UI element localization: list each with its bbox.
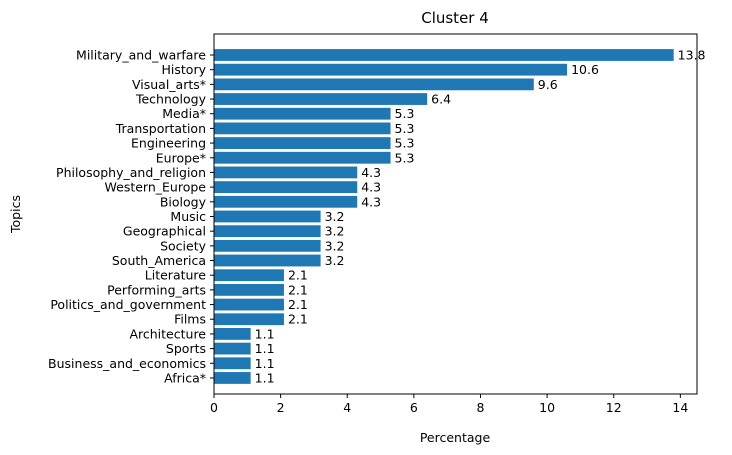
value-label: 5.3: [395, 121, 415, 136]
value-label: 3.2: [325, 238, 345, 253]
x-axis-ticks: 0 2 4 6 8 10 12 14: [210, 394, 688, 415]
category-label: Architecture: [129, 326, 206, 341]
bar: [214, 195, 358, 208]
bar: [214, 181, 358, 194]
category-label: Geographical: [123, 224, 206, 239]
value-label: 5.3: [395, 106, 415, 121]
bar: [214, 49, 674, 61]
value-label: 4.3: [361, 194, 381, 209]
bar: [214, 328, 251, 340]
value-label: 5.3: [395, 136, 415, 151]
x-tick-label: 10: [539, 400, 555, 415]
bar: [214, 78, 534, 91]
bar: [214, 254, 321, 267]
value-label: 13.8: [678, 48, 706, 63]
value-label: 1.1: [255, 370, 275, 385]
bar: [214, 239, 321, 252]
category-label: Africa*: [164, 370, 206, 385]
category-label: Technology: [135, 92, 207, 107]
bar: [214, 63, 568, 76]
value-label: 6.4: [431, 92, 451, 107]
bar: [214, 210, 321, 223]
x-tick-label: 14: [672, 400, 688, 415]
bar: [214, 357, 251, 370]
x-axis-title: Percentage: [420, 430, 491, 445]
bar: [214, 137, 391, 149]
bar: [214, 342, 251, 355]
bars-group: [214, 49, 674, 384]
category-label: Visual_arts*: [132, 77, 206, 92]
category-label: Politics_and_government: [50, 297, 206, 312]
value-label: 10.6: [571, 62, 599, 77]
value-label: 2.1: [288, 268, 308, 283]
x-tick-label: 12: [606, 400, 622, 415]
category-label: Society: [160, 238, 207, 253]
bar: [214, 269, 284, 282]
value-label: 1.1: [255, 356, 275, 371]
value-label: 3.2: [325, 224, 345, 239]
category-label: Western_Europe: [105, 180, 207, 195]
category-label: Films: [174, 312, 206, 327]
value-label: 1.1: [255, 326, 275, 341]
value-labels: 13.810.69.66.45.35.35.35.34.34.34.33.23.…: [255, 48, 706, 386]
category-label: Media*: [162, 106, 206, 121]
bar: [214, 93, 428, 105]
category-label: Performing_arts: [107, 282, 206, 297]
value-label: 2.1: [288, 282, 308, 297]
bar: [214, 107, 391, 120]
x-tick-label: 6: [410, 400, 418, 415]
bar: [214, 283, 284, 296]
bar: [214, 298, 284, 311]
category-label: Music: [170, 209, 206, 224]
category-label: Business_and_economics: [48, 356, 206, 371]
value-label: 1.1: [255, 341, 275, 356]
value-label: 3.2: [325, 209, 345, 224]
bar: [214, 225, 321, 238]
value-label: 4.3: [361, 180, 381, 195]
value-label: 2.1: [288, 312, 308, 327]
category-label: Europe*: [156, 150, 206, 165]
category-label: Military_and_warfare: [76, 48, 206, 63]
x-tick-label: 0: [210, 400, 218, 415]
category-label: Philosophy_and_religion: [56, 165, 206, 180]
bar: [214, 151, 391, 164]
bar: [214, 313, 284, 326]
category-label: Literature: [145, 268, 207, 283]
x-tick-label: 8: [477, 400, 485, 415]
category-labels: Military_and_warfareHistoryVisual_arts*T…: [48, 48, 214, 385]
category-label: History: [162, 62, 207, 77]
value-label: 2.1: [288, 297, 308, 312]
category-label: Engineering: [131, 136, 206, 151]
value-label: 3.2: [325, 253, 345, 268]
bar: [214, 166, 358, 179]
category-label: Biology: [160, 194, 207, 209]
bar: [214, 372, 251, 384]
chart-title: Cluster 4: [421, 9, 489, 27]
plot-frame: [213, 33, 698, 395]
value-label: 9.6: [538, 77, 558, 92]
y-axis-title: Topics: [8, 195, 23, 234]
category-label: Transportation: [115, 121, 206, 136]
category-label: South_America: [112, 253, 206, 268]
x-tick-label: 2: [277, 400, 285, 415]
value-label: 5.3: [395, 150, 415, 165]
bar: [214, 122, 391, 135]
category-label: Sports: [166, 341, 206, 356]
value-label: 4.3: [361, 165, 381, 180]
x-tick-label: 4: [343, 400, 351, 415]
